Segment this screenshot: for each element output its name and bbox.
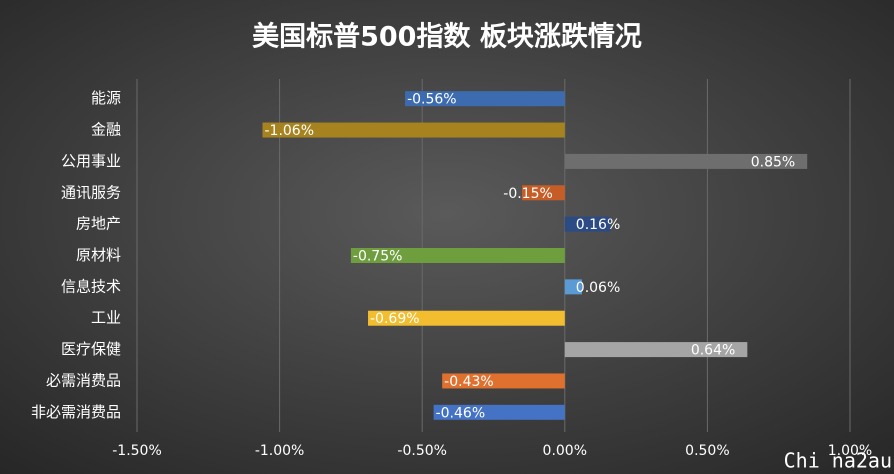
- x-tick-label: 1.00%: [828, 443, 872, 459]
- value-label: -0.75%: [353, 249, 403, 265]
- x-tick-label: -1.50%: [112, 443, 162, 459]
- y-tick-label: 公用事业: [61, 152, 121, 170]
- value-label: 0.06%: [576, 280, 620, 296]
- bar: [564, 153, 808, 169]
- bar: [522, 185, 565, 201]
- value-label: -0.56%: [407, 92, 457, 108]
- value-label: 0.85%: [751, 154, 795, 170]
- y-tick-label: 房地产: [76, 215, 121, 233]
- y-tick-label: 原材料: [76, 246, 121, 264]
- y-tick-label: 能源: [91, 89, 121, 107]
- bar: [564, 342, 748, 358]
- y-tick-label: 通讯服务: [61, 183, 121, 201]
- chart-title: 美国标普500指数 板块涨跌情况: [252, 21, 642, 53]
- bar: [564, 279, 582, 295]
- value-label: -1.06%: [264, 123, 314, 139]
- value-label: 0.64%: [691, 343, 735, 359]
- value-label: -0.69%: [370, 311, 420, 327]
- y-tick-label: 金融: [91, 121, 121, 139]
- bar: [368, 310, 565, 326]
- x-tick-label: -1.00%: [255, 443, 305, 459]
- x-tick-label: -0.50%: [397, 443, 447, 459]
- y-tick-label: 医疗保健: [61, 340, 121, 358]
- bar: [405, 91, 565, 107]
- value-label: -0.46%: [436, 405, 486, 421]
- value-label: -0.43%: [444, 374, 494, 390]
- y-tick-label: 信息技术: [61, 277, 121, 295]
- bar: [350, 248, 565, 263]
- bar: [564, 216, 611, 232]
- value-label: 0.16%: [576, 217, 620, 233]
- value-label: -0.15%: [503, 186, 553, 202]
- bar: [262, 122, 565, 138]
- bar: [433, 404, 565, 420]
- bar: [442, 373, 565, 389]
- y-tick-label: 必需消费品: [46, 371, 121, 389]
- x-tick-label: 0.50%: [685, 443, 729, 459]
- x-tick-label: 0.00%: [543, 443, 587, 459]
- y-tick-label: 非必需消费品: [31, 403, 121, 421]
- watermark: Chi na2au: [784, 449, 892, 473]
- y-tick-label: 工业: [91, 309, 121, 327]
